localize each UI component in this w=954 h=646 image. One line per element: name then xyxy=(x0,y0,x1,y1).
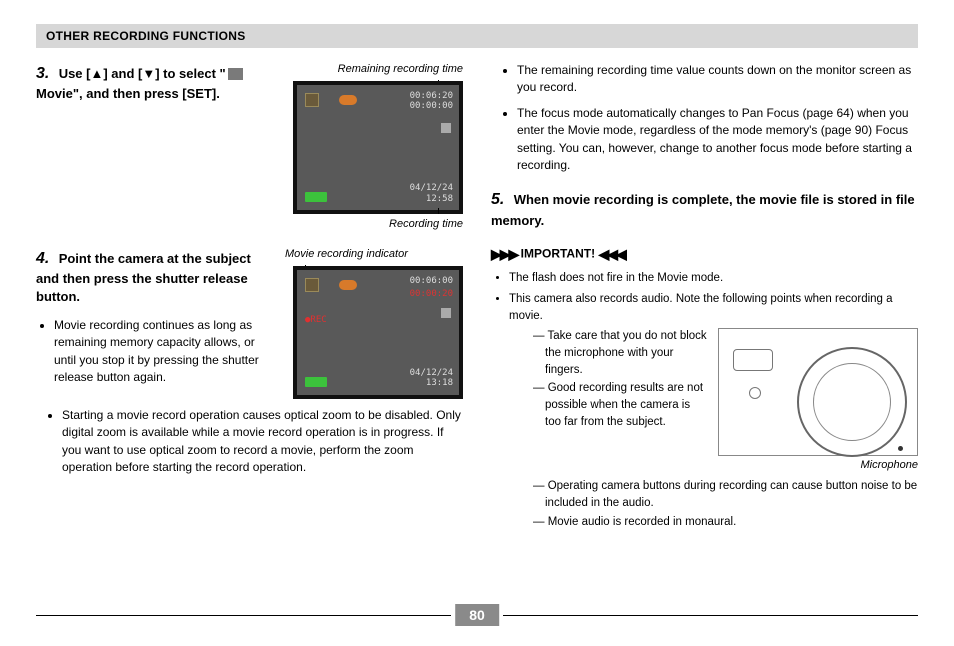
camera-lens-inner xyxy=(813,363,891,441)
battery-icon xyxy=(305,192,327,202)
bullet: The remaining recording time value count… xyxy=(517,62,918,97)
manual-page: OTHER RECORDING FUNCTIONS 3. Use [▲] and… xyxy=(0,0,954,646)
movie-icon xyxy=(305,278,319,292)
datetime: 04/12/24 13:18 xyxy=(410,368,453,389)
date: 04/12/24 xyxy=(410,368,453,378)
mode-icon xyxy=(339,280,357,290)
clock: 13:18 xyxy=(410,378,453,388)
rec-indicator: ●REC xyxy=(305,314,327,327)
microphone-hole xyxy=(898,446,903,451)
step-number: 5. xyxy=(491,191,504,208)
date: 04/12/24 xyxy=(410,183,453,193)
dash-item: — Good recording results are not possibl… xyxy=(533,380,708,430)
dash-item: — Movie audio is recorded in monaural. xyxy=(533,514,918,531)
step-5: 5. When movie recording is complete, the… xyxy=(491,188,918,230)
bullet: Starting a movie record operation causes… xyxy=(62,407,463,477)
mode-icon xyxy=(339,95,357,105)
t: ] to select " xyxy=(155,66,225,81)
footer-rule xyxy=(36,615,451,616)
down-arrow-icon: ▼ xyxy=(142,66,155,81)
side-icon xyxy=(441,123,451,133)
important-heading: ▶▶▶ IMPORTANT! ◀◀◀ xyxy=(491,244,918,264)
remaining-time: 00:06:00 xyxy=(410,276,453,286)
side-icon xyxy=(441,308,451,318)
section-header: OTHER RECORDING FUNCTIONS xyxy=(36,24,918,48)
step-number: 3. xyxy=(36,65,49,82)
clock: 12:58 xyxy=(410,194,453,204)
microphone-caption: Microphone xyxy=(718,458,918,474)
dash-item: — Operating camera buttons during record… xyxy=(533,478,918,511)
time-readout: 00:06:00 xyxy=(410,276,453,286)
two-column-content: 3. Use [▲] and [▼] to select " Movie", a… xyxy=(36,62,918,532)
t: Movie", and then press [SET]. xyxy=(36,86,220,101)
dash-list: — Operating camera buttons during record… xyxy=(533,478,918,530)
caption-rec-indicator: Movie recording indicator xyxy=(285,247,463,263)
step-3: 3. Use [▲] and [▼] to select " Movie", a… xyxy=(36,62,463,233)
lcd-screen-1: 00:06:20 00:00:00 04/12/24 12:58 xyxy=(293,81,463,214)
datetime: 04/12/24 12:58 xyxy=(410,183,453,204)
step-heading: Use [▲] and [▼] to select " Movie", and … xyxy=(36,66,245,101)
camera-flash xyxy=(733,349,773,371)
step-number: 4. xyxy=(36,250,49,267)
caption-recording-time: Recording time xyxy=(273,217,463,233)
up-arrow-icon: ▲ xyxy=(90,66,103,81)
t: Use [ xyxy=(59,66,91,81)
arrow-right-icon: ▶▶▶ xyxy=(491,246,517,262)
remaining-time: 00:06:20 xyxy=(410,91,453,101)
step-heading: Point the camera at the subject and then… xyxy=(36,251,251,305)
rec-elapsed: 00:00:20 xyxy=(410,288,453,301)
camera-led xyxy=(749,387,761,399)
page-number: 80 xyxy=(455,604,499,626)
camera-figure: Microphone xyxy=(718,328,918,474)
elapsed-time: 00:00:00 xyxy=(410,101,453,111)
bullet: This camera also records audio. Note the… xyxy=(509,291,918,324)
dash-list: — Take care that you do not block the mi… xyxy=(533,328,708,432)
bullet: The focus mode automatically changes to … xyxy=(517,105,918,175)
step-heading: When movie recording is complete, the mo… xyxy=(491,192,915,227)
page-footer: 80 xyxy=(36,604,918,628)
right-column: The remaining recording time value count… xyxy=(491,62,918,532)
dash-item: — Take care that you do not block the mi… xyxy=(533,328,708,378)
movie-icon xyxy=(305,93,319,107)
battery-icon xyxy=(305,377,327,387)
movie-mode-icon xyxy=(228,68,243,80)
step-4: 4. Point the camera at the subject and t… xyxy=(36,247,463,477)
bullet: Movie recording continues as long as rem… xyxy=(54,317,263,387)
important-label: IMPORTANT! xyxy=(521,246,595,260)
left-column: 3. Use [▲] and [▼] to select " Movie", a… xyxy=(36,62,463,532)
footer-rule xyxy=(503,615,918,616)
arrow-left-icon: ◀◀◀ xyxy=(598,246,624,262)
t: ] and [ xyxy=(103,66,142,81)
lcd-screen-2: 00:06:00 00:00:20 ●REC 04/12/24 13:18 xyxy=(293,266,463,399)
caption-remaining-time: Remaining recording time xyxy=(273,62,463,78)
time-readout: 00:06:20 00:00:00 xyxy=(410,91,453,112)
bullet: The flash does not fire in the Movie mod… xyxy=(509,270,918,287)
